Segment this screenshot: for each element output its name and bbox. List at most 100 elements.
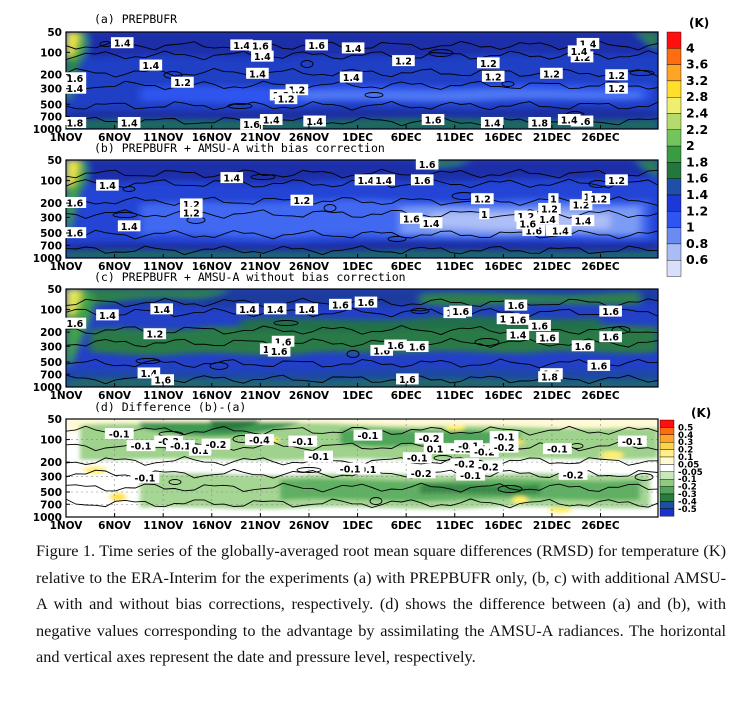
contour-label: 1.4 — [575, 217, 592, 228]
contour-label-bg — [236, 303, 259, 315]
date-tick-label: 1NOV — [50, 132, 84, 144]
contour-label-bg — [295, 303, 319, 315]
date-tick-label: 16DEC — [484, 520, 523, 530]
pressure-tick-label: 50 — [47, 27, 62, 39]
date-tick-label: 1DEC — [342, 132, 373, 144]
date-tick-label: 6NOV — [98, 132, 132, 144]
contour-label: 1.6 — [602, 307, 619, 318]
contour-label: 1.2 — [474, 195, 491, 206]
contour-label-bg — [370, 344, 394, 356]
contour-label: -0.1 — [170, 442, 191, 453]
contour-label-bg — [126, 440, 156, 452]
contour-label: 1 — [481, 210, 488, 221]
contour-label: -0.1 — [358, 431, 379, 442]
contour-label: 1.2 — [590, 195, 607, 206]
colorbar-tick: -0.05 — [678, 468, 703, 478]
contour-label: 1.4 — [153, 305, 170, 316]
contour-label-bg — [469, 446, 499, 458]
colorbar-tick: 2.8 — [686, 89, 708, 104]
date-tick-label: 1NOV — [50, 520, 84, 530]
contour-label-bg — [536, 213, 559, 225]
colorbar-swatch — [659, 434, 675, 443]
contour-label: 1.4 — [121, 119, 138, 130]
date-tick-label: 26DEC — [581, 520, 620, 530]
colorbar-tick: 1.4 — [686, 187, 708, 202]
date-tick-label: 16DEC — [484, 132, 523, 144]
contour-label: 1.2 — [183, 200, 200, 211]
colorbar-swatch — [666, 145, 682, 163]
panel-title: (c) PREPBUFR + AMSU-A without bias corre… — [94, 270, 406, 284]
contour-label: 1.2 — [517, 212, 534, 223]
contour-label-bg — [392, 55, 415, 67]
contour-label-bg — [244, 434, 274, 446]
contour-loop — [428, 49, 454, 57]
contour-label-bg — [335, 462, 365, 474]
contour-label-bg — [421, 114, 445, 126]
pressure-tick-label: 1000 — [33, 124, 62, 136]
figure-caption: Figure 1. Time series of the globally-av… — [36, 541, 726, 666]
date-tick-label: 6NOV — [98, 390, 132, 402]
contour-label: 1.6 — [332, 300, 349, 311]
panel-title: (a) PREPBUFR — [94, 12, 177, 26]
contour-label: 1.4 — [140, 369, 157, 380]
contour-label-bg — [249, 40, 272, 52]
contour-label-bg — [536, 332, 559, 343]
contour-loop — [227, 103, 253, 109]
contour-loop — [296, 467, 322, 473]
contour-label-bg — [201, 438, 231, 450]
colorbar-swatch — [666, 80, 682, 98]
pressure-tick-label: 700 — [40, 499, 62, 511]
contour-loop — [323, 204, 337, 212]
contour-label: -0.1 — [547, 445, 568, 456]
contour-label: 1.6 — [425, 116, 442, 127]
colorbar-swatch — [659, 419, 675, 428]
contour-label: -0.2 — [474, 448, 495, 459]
contour-label: 1.2 — [574, 53, 591, 64]
contour-label: -0.1 — [458, 442, 479, 453]
colorbar-swatch — [659, 456, 675, 465]
contour-label-bg — [522, 224, 545, 236]
date-tick-label: 1DEC — [342, 261, 373, 273]
contour-label: -0.1 — [308, 452, 329, 463]
colorbar-tick: 1 — [686, 220, 695, 235]
contour-label-bg — [605, 174, 628, 186]
contour-label-bg — [481, 70, 505, 82]
contour-label: 1.4 — [254, 52, 271, 63]
date-tick-label: 6NOV — [98, 520, 132, 530]
contour-label-bg — [476, 57, 500, 69]
date-tick-label: 16NOV — [192, 261, 233, 273]
contour-line — [66, 80, 658, 91]
contour-label-bg — [400, 212, 423, 224]
colorbar-tick: 0.1 — [678, 453, 693, 463]
contour-line — [66, 209, 658, 219]
contour-label-bg — [151, 374, 174, 386]
colorbar-swatch — [666, 178, 682, 196]
panel-title: (d) Difference (b)-(a) — [94, 400, 246, 414]
pressure-tick-label: 300 — [40, 471, 62, 483]
contour-label: 1.6 — [525, 226, 542, 237]
contour-line — [66, 168, 658, 179]
contour-label-bg — [384, 339, 407, 351]
contour-label: 1.4 — [423, 219, 440, 230]
date-tick-label: 21DEC — [533, 261, 572, 273]
pressure-tick-label: 200 — [40, 198, 62, 210]
contour-label-bg — [104, 428, 134, 440]
contour-label-bg — [63, 317, 87, 329]
colorbar-tick: 3.2 — [686, 73, 708, 88]
contour-label: 1.6 — [531, 321, 548, 332]
contour-label: 1.8 — [66, 119, 83, 130]
contour-label-bg — [567, 45, 591, 57]
contour-label: -0.2 — [419, 434, 440, 445]
colorbar-swatch — [666, 162, 682, 179]
contour-label-bg — [117, 117, 141, 129]
date-tick-label: 16NOV — [192, 390, 233, 402]
contour-loop — [300, 60, 314, 68]
contour-label-bg — [96, 309, 119, 321]
date-tick-label: 21NOV — [240, 520, 281, 530]
contour-label-bg — [504, 299, 528, 311]
contour-label: 0.1 — [427, 445, 444, 456]
pressure-tick-label: 200 — [40, 457, 62, 469]
contour-label: 1.6 — [387, 341, 404, 352]
contour-line — [66, 425, 658, 436]
